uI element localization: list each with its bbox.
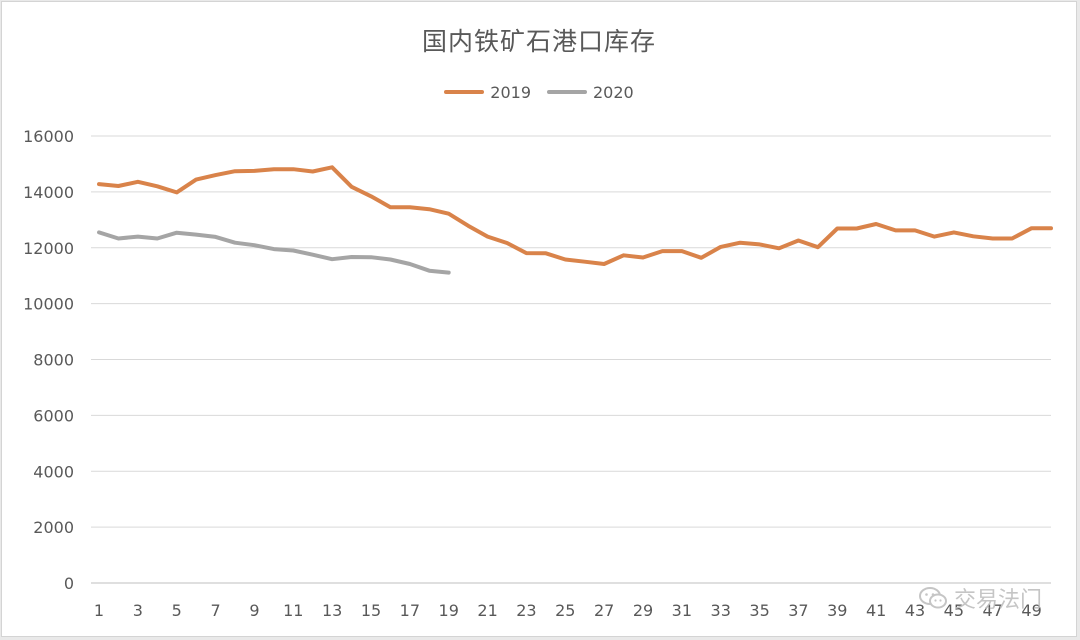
x-tick-label-47: 47 [983, 601, 1003, 620]
legend-item-2020: 2020 [547, 83, 634, 102]
legend-label-2020: 2020 [593, 82, 634, 102]
x-tick-label-41: 41 [866, 601, 886, 620]
x-tick-label-49: 49 [1021, 601, 1041, 620]
y-tick-label-2000: 2000 [33, 518, 74, 537]
y-tick-label-6000: 6000 [33, 406, 74, 425]
x-tick-label-45: 45 [944, 601, 964, 620]
x-tick-label-9: 9 [249, 601, 259, 620]
x-tick-label-25: 25 [555, 601, 575, 620]
x-tick-label-19: 19 [439, 601, 459, 620]
watermark-text: 交易法门 [953, 588, 1042, 613]
y-tick-label-10000: 10000 [23, 295, 74, 314]
x-tick-label-17: 17 [400, 601, 420, 620]
x-tick-label-5: 5 [172, 601, 182, 620]
x-tick-label-3: 3 [133, 601, 143, 620]
series-line-2019 [97, 165, 1053, 266]
legend-item-2019: 2019 [444, 83, 531, 102]
y-tick-label-0: 0 [64, 574, 74, 593]
legend-swatch-2020 [547, 90, 587, 94]
x-tick-label-35: 35 [749, 601, 769, 620]
legend-label-2019: 2019 [490, 82, 531, 102]
y-tick-label-8000: 8000 [33, 351, 74, 370]
wechat-icon [918, 587, 947, 609]
x-tick-label-11: 11 [283, 601, 303, 620]
x-tick-label-1: 1 [94, 601, 104, 620]
y-tick-label-4000: 4000 [33, 462, 74, 481]
x-tick-label-7: 7 [210, 601, 220, 620]
y-tick-label-16000: 16000 [23, 127, 74, 146]
x-tick-label-15: 15 [361, 601, 381, 620]
x-tick-label-21: 21 [477, 601, 497, 620]
x-tick-label-43: 43 [905, 601, 925, 620]
chart-title: 国内铁矿石港口库存 [421, 27, 656, 56]
x-tick-label-29: 29 [633, 601, 653, 620]
y-tick-label-12000: 12000 [23, 239, 74, 258]
x-tick-label-27: 27 [594, 601, 614, 620]
legend-swatch-2019 [444, 90, 485, 94]
chart-legend: 2019 2020 [2, 81, 1076, 103]
x-tick-label-37: 37 [788, 601, 808, 620]
y-tick-label-14000: 14000 [23, 183, 74, 202]
x-tick-label-31: 31 [672, 601, 692, 620]
x-tick-label-33: 33 [711, 601, 731, 620]
x-tick-label-39: 39 [827, 601, 847, 620]
series-line-2020 [97, 230, 451, 275]
watermark: 交易法门 [918, 582, 1042, 614]
x-tick-label-23: 23 [516, 601, 536, 620]
x-tick-label-13: 13 [322, 601, 342, 620]
